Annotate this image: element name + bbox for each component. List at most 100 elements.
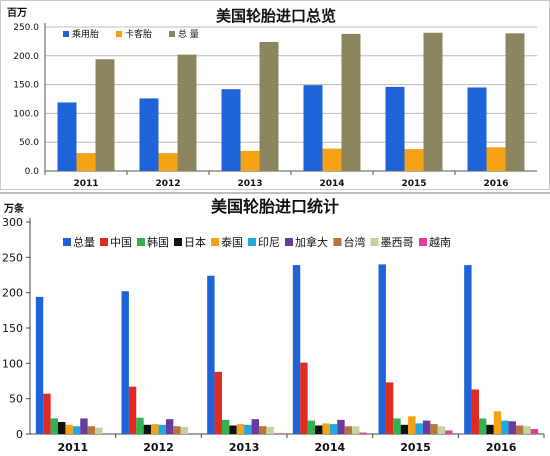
bar-总量-2013: [259, 41, 279, 172]
bar-中国-2015: [385, 382, 394, 434]
legend-swatch: [333, 238, 342, 246]
legend-item-label: 加拿大: [295, 235, 328, 249]
bar-总量-2014: [292, 265, 301, 434]
bar-中国-2016: [471, 389, 479, 434]
x-tick-label: 2011: [58, 441, 89, 454]
bar-卡客胎-2013: [240, 150, 260, 171]
y-tick-label: 300: [2, 216, 23, 229]
bar-泰国-2015: [408, 416, 416, 434]
bar-台湾-2011: [87, 426, 96, 434]
bar-日本-2013: [229, 425, 237, 434]
x-tick-label: 2013: [229, 441, 260, 454]
legend-swatch: [419, 238, 427, 246]
legend-swatch: [174, 238, 182, 246]
legend-item-label: 总 量: [178, 28, 199, 40]
legend-swatch: [169, 31, 175, 37]
chart-panel-statistics: 美国轮胎进口统计 万条 0 50 100 150 200 250 300 2011 2012 2013…: [0, 192, 550, 456]
x-tick-label: 2014: [315, 441, 346, 454]
legend-swatch: [116, 31, 122, 37]
y-tick-label: 50: [9, 393, 23, 406]
bar-乘用胎-2015: [385, 86, 405, 171]
bar-卡客胎-2011: [76, 153, 96, 171]
bar-韩国-2012: [136, 417, 144, 434]
bar-中国-2011: [43, 393, 51, 434]
bar-韩国-2016: [478, 418, 487, 434]
bar-越南-2015: [445, 430, 453, 434]
bar-墨西哥-2014: [352, 426, 360, 434]
legend-item-label: 印尼: [258, 236, 280, 249]
bar-印尼-2013: [244, 424, 252, 434]
bar-泰国-2016: [493, 411, 502, 434]
bar-总量-2013: [207, 275, 215, 434]
bar-台湾-2012: [173, 426, 181, 434]
unit-label: 万条: [3, 202, 25, 215]
bar-加拿大-2011: [80, 418, 88, 434]
bar-墨西哥-2013: [266, 426, 274, 434]
bar-总量-2012: [121, 291, 129, 434]
bar-卡客胎-2014: [322, 148, 342, 171]
chart-title: 美国轮胎进口总览: [216, 7, 336, 25]
y-tick-label: 0: [16, 428, 23, 441]
y-tick-label: 50.0: [19, 138, 39, 148]
bar-台湾-2013: [258, 426, 267, 434]
bar-乘用胎-2013: [221, 89, 241, 171]
x-tick-label: 2013: [237, 179, 262, 189]
bar-日本-2014: [315, 425, 323, 434]
y-tick-label: 0.0: [25, 167, 40, 177]
legend-item-label: 泰国: [221, 235, 243, 249]
legend-item-label: 韩国: [147, 235, 169, 249]
bar-卡客胎-2012: [158, 153, 178, 171]
bar-越南-2012: [188, 433, 196, 434]
bar-墨西哥-2016: [523, 426, 531, 434]
bar-总量-2016: [505, 33, 525, 171]
unit-label: 百万: [7, 7, 27, 19]
bar-台湾-2015: [430, 424, 438, 434]
bar-墨西哥-2012: [180, 426, 189, 434]
bar-泰国-2012: [151, 424, 159, 434]
bar-越南-2013: [273, 433, 282, 434]
legend-item-label: 中国: [110, 236, 132, 249]
bar-越南-2014: [359, 432, 367, 434]
bar-韩国-2015: [393, 418, 401, 434]
bar-乘用胎-2012: [139, 98, 159, 171]
legend-swatch: [63, 31, 69, 37]
bar-乘用胎-2014: [303, 85, 323, 171]
statistics-chart: 美国轮胎进口统计 万条 0 50 100 150 200 250 300 2011 2012 2013…: [2, 197, 545, 454]
bar-中国-2012: [128, 386, 137, 434]
bar-日本-2016: [486, 424, 494, 434]
chart-title: 美国轮胎进口统计: [211, 197, 339, 216]
bar-日本-2015: [400, 424, 409, 434]
bar-总量-2011: [95, 59, 115, 172]
bar-台湾-2014: [344, 426, 353, 434]
bar-泰国-2013: [236, 424, 245, 434]
bar-日本-2011: [58, 421, 66, 434]
x-tick-label: 2016: [483, 179, 508, 189]
legend-swatch: [370, 238, 379, 246]
bar-泰国-2014: [322, 423, 330, 434]
bar-加拿大-2015: [422, 420, 431, 434]
y-tick-label: 200.0: [13, 52, 39, 62]
bar-加拿大-2016: [508, 421, 516, 434]
bar-中国-2014: [300, 362, 308, 434]
x-tick-label: 2015: [400, 441, 431, 454]
legend-swatch: [211, 238, 219, 246]
legend-swatch: [248, 238, 256, 246]
bar-卡客胎-2016: [486, 147, 506, 171]
x-tick-label: 2016: [486, 441, 517, 454]
bar-泰国-2011: [65, 424, 73, 434]
bar-总量-2016: [464, 265, 472, 434]
y-tick-label: 250.0: [13, 23, 39, 33]
bar-韩国-2011: [50, 418, 59, 434]
legend-swatch: [137, 238, 145, 246]
bar-印尼-2014: [329, 424, 338, 434]
legend-item-label: 越南: [429, 235, 451, 249]
y-tick-label: 150.0: [13, 81, 39, 91]
bar-总量-2012: [177, 54, 197, 172]
bar-总量-2011: [35, 296, 44, 434]
y-tick-label: 200: [2, 287, 23, 300]
overview-chart: 美国轮胎进口总览 百万 0.0 50.0 100.0 150.0 200.0 250.0 201…: [7, 7, 537, 189]
x-tick-label: 2011: [73, 179, 98, 189]
bar-总量-2015: [423, 32, 443, 171]
x-tick-label: 2014: [319, 179, 344, 189]
bar-印尼-2016: [501, 420, 509, 434]
